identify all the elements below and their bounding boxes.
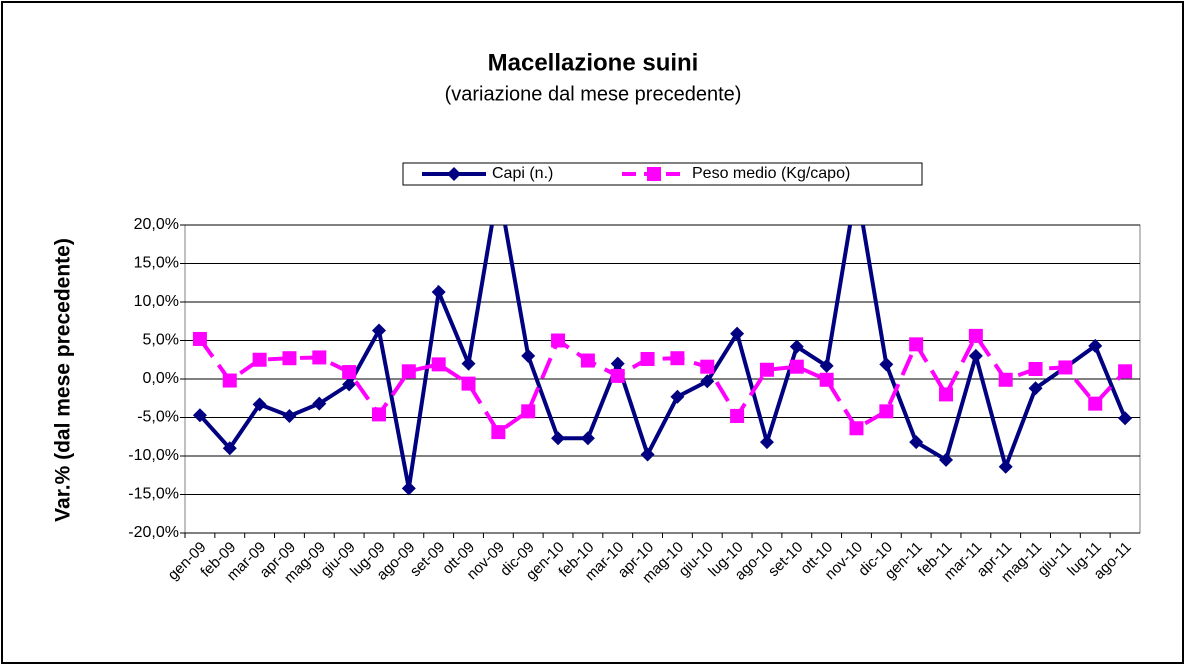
marker — [342, 365, 357, 380]
legend-box — [402, 162, 923, 186]
marker — [521, 348, 536, 363]
marker — [461, 356, 476, 371]
marker — [610, 356, 625, 371]
marker — [998, 459, 1013, 474]
marker — [371, 407, 386, 422]
marker — [1088, 338, 1103, 353]
marker — [252, 352, 267, 367]
plot-series — [192, 225, 1133, 496]
marker — [312, 350, 327, 365]
marker — [640, 447, 655, 462]
marker — [551, 431, 566, 446]
marker — [192, 331, 207, 346]
marker — [879, 357, 894, 372]
marker — [998, 372, 1013, 387]
marker — [282, 351, 297, 366]
marker — [282, 408, 297, 423]
legend-label: Capi (n.) — [492, 165, 553, 182]
marker — [968, 328, 983, 343]
marker — [670, 351, 685, 366]
y-tick-label: -15,0% — [128, 486, 179, 503]
marker — [371, 323, 386, 338]
marker — [759, 435, 774, 450]
chart-subtitle: (variazione dal mese precedente) — [445, 83, 742, 105]
marker — [968, 348, 983, 363]
marker — [580, 431, 595, 446]
marker — [789, 339, 804, 354]
marker — [730, 326, 745, 341]
legend-label: Peso medio (Kg/capo) — [692, 165, 850, 182]
y-tick-label: -5,0% — [137, 409, 179, 426]
y-tick-label: 5,0% — [143, 332, 179, 349]
marker — [551, 333, 566, 348]
marker — [461, 376, 476, 391]
marker — [580, 353, 595, 368]
marker — [521, 404, 536, 419]
marker — [759, 362, 774, 377]
marker — [789, 359, 804, 374]
y-tick-label: -10,0% — [128, 447, 179, 464]
marker — [700, 359, 715, 374]
y-tick-label: 0,0% — [143, 370, 179, 387]
marker — [342, 377, 357, 392]
marker — [1118, 411, 1133, 426]
marker — [909, 337, 924, 352]
marker — [879, 404, 894, 419]
y-tick-label: 20,0% — [134, 216, 179, 233]
marker — [700, 374, 715, 389]
marker — [1028, 381, 1043, 396]
marker — [640, 351, 655, 366]
marker — [491, 425, 506, 440]
y-tick-label: 10,0% — [134, 293, 179, 310]
marker — [1118, 364, 1133, 379]
marker — [312, 396, 327, 411]
marker — [252, 397, 267, 412]
marker — [909, 435, 924, 450]
marker — [222, 373, 237, 388]
marker — [192, 408, 207, 423]
marker — [1088, 396, 1103, 411]
marker — [431, 357, 446, 372]
y-axis-label: Var.% (dal mese precedente) — [52, 238, 75, 522]
marker — [730, 408, 745, 423]
marker — [222, 441, 237, 456]
marker — [819, 358, 834, 373]
marker — [401, 481, 416, 496]
series-line — [198, 331, 1127, 435]
marker — [647, 167, 661, 181]
marker — [670, 389, 685, 404]
marker — [447, 167, 461, 181]
marker — [401, 364, 416, 379]
y-tick-label: 15,0% — [134, 255, 179, 272]
marker — [819, 372, 834, 387]
marker — [1058, 360, 1073, 375]
marker — [1028, 361, 1043, 376]
marker — [431, 284, 446, 299]
y-tick-label: -20,0% — [128, 524, 179, 541]
chart-title: Macellazione suini — [488, 49, 699, 76]
marker — [610, 368, 625, 383]
marker — [939, 452, 954, 467]
marker — [939, 387, 954, 402]
marker — [849, 421, 864, 436]
